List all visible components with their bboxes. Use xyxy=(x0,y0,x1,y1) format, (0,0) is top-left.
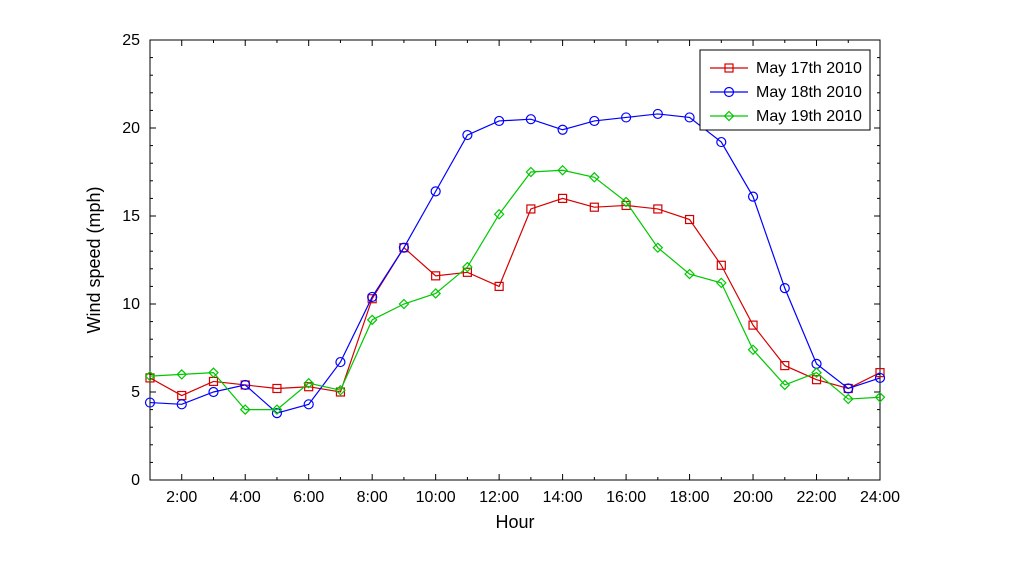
x-tick-label: 10:00 xyxy=(416,489,456,506)
x-tick-label: 20:00 xyxy=(733,489,773,506)
x-tick-label: 8:00 xyxy=(357,489,388,506)
y-tick-label: 15 xyxy=(122,208,140,225)
legend-label: May 19th 2010 xyxy=(756,108,862,125)
y-tick-label: 20 xyxy=(122,120,140,137)
y-tick-label: 5 xyxy=(131,384,140,401)
x-tick-label: 14:00 xyxy=(543,489,583,506)
legend-label: May 18th 2010 xyxy=(756,84,862,101)
x-tick-label: 24:00 xyxy=(860,489,900,506)
legend-label: May 17th 2010 xyxy=(756,60,862,77)
y-tick-label: 0 xyxy=(131,472,140,489)
y-tick-label: 25 xyxy=(122,32,140,49)
x-tick-label: 6:00 xyxy=(293,489,324,506)
x-tick-label: 16:00 xyxy=(606,489,646,506)
x-tick-label: 22:00 xyxy=(796,489,836,506)
chart-svg: 2:00 4:00 6:00 8:00 10:00 12:00 14:00 16:00 18:0… xyxy=(0,0,1024,576)
x-tick-label: 18:00 xyxy=(670,489,710,506)
x-axis-label: Hour xyxy=(495,512,534,532)
wind-speed-chart: 2:00 4:00 6:00 8:00 10:00 12:00 14:00 16:00 18:0… xyxy=(0,0,1024,576)
y-axis-label: Wind speed (mph) xyxy=(84,186,104,333)
x-tick-label: 4:00 xyxy=(230,489,261,506)
y-tick-label: 10 xyxy=(122,296,140,313)
x-tick-label: 2:00 xyxy=(166,489,197,506)
x-tick-label: 12:00 xyxy=(479,489,519,506)
legend: May 17th 2010 May 18th 2010 May 19th 2010 xyxy=(700,50,870,130)
